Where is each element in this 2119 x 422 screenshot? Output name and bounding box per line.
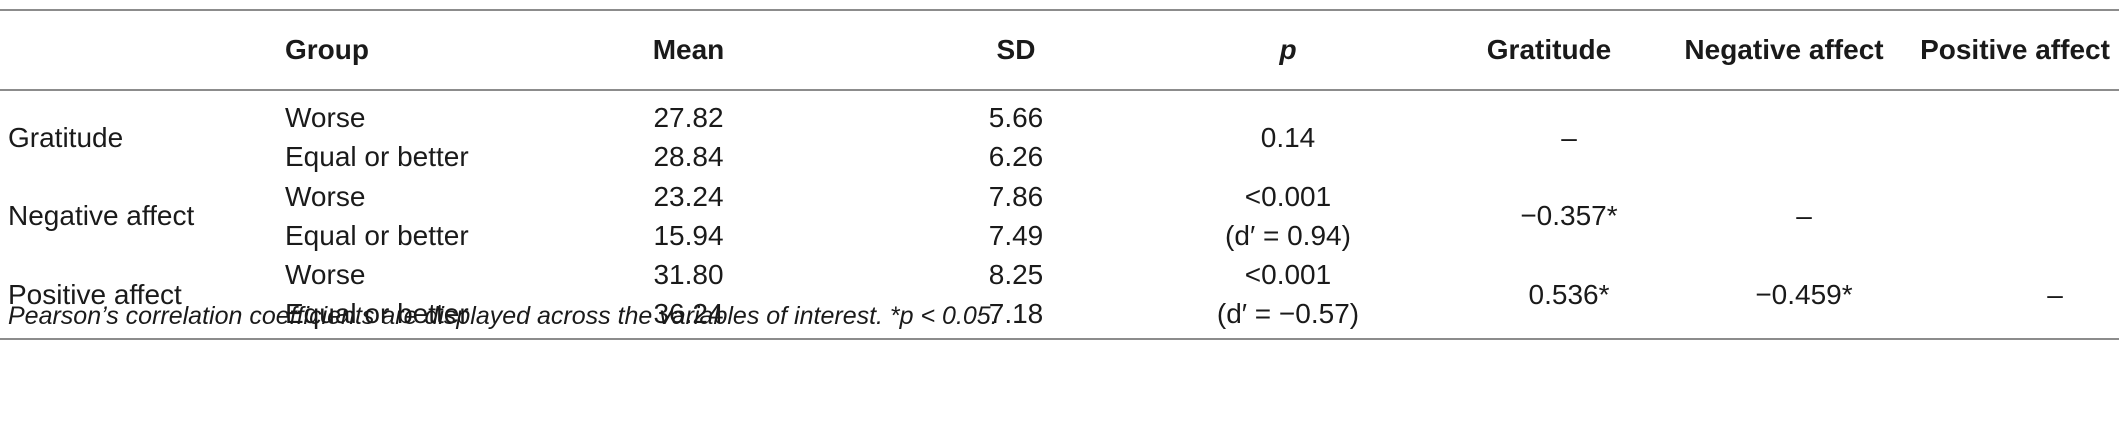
sd-cell: 7.86 7.49 (837, 176, 1135, 255)
p-value: <0.001 (1244, 180, 1332, 212)
effect-size: (d′ = −0.57) (1216, 298, 1360, 329)
header-negative-affect: Negative affect (1657, 9, 1911, 91)
gratitude-cell: – (1561, 121, 1577, 153)
p-cell: <0.001 (d′ = 0.94) (1135, 176, 1441, 255)
group-label: Worse (285, 259, 366, 290)
p-cell: 0.14 (1135, 90, 1441, 176)
group-cell: Worse Equal or better (282, 90, 610, 176)
p-value: <0.001 (1244, 259, 1332, 290)
sd-cell: 5.66 6.26 (837, 90, 1135, 176)
mean-cell: 23.24 15.94 (610, 176, 837, 255)
mean-value: 28.84 (653, 141, 724, 172)
variable-label: Negative affect (8, 200, 195, 231)
group-cell: Worse Equal or better (282, 176, 610, 255)
negative-affect-cell: −0.459* (1657, 255, 1911, 340)
mean-value: 36.24 (653, 298, 724, 329)
group-label: Equal or better (285, 141, 469, 172)
mean-value: 15.94 (653, 219, 724, 251)
sd-cell: 8.25 7.18 (837, 255, 1135, 340)
header-positive-affect: Positive affect (1911, 9, 2119, 91)
header-p: p (1135, 9, 1441, 91)
p-value: 0.14 (1260, 121, 1316, 153)
sd-value: 7.49 (988, 219, 1044, 251)
header-mean: Mean (610, 9, 837, 91)
header-gratitude: Gratitude (1441, 9, 1657, 91)
group-label: Worse (285, 180, 366, 212)
negative-affect-cell (1657, 90, 1911, 176)
sd-value: 8.25 (988, 259, 1044, 290)
table-row: Gratitude Worse Equal or better 27.82 28… (0, 90, 2119, 176)
sd-value: 6.26 (988, 141, 1044, 172)
header-group: Group (282, 9, 610, 91)
sd-value: 7.18 (988, 298, 1044, 329)
group-label: Equal or better (285, 219, 469, 251)
mean-cell: 27.82 28.84 (610, 90, 837, 176)
mean-value: 23.24 (653, 180, 724, 212)
table-footnote: Pearson’s correlation coefficients are d… (8, 302, 998, 330)
header-row: Group Mean SD p Gratitude Negative affec… (0, 9, 2119, 91)
header-variable (0, 9, 282, 91)
negative-affect-cell: – (1796, 200, 1812, 231)
sd-value: 7.86 (988, 180, 1044, 212)
positive-affect-cell (1911, 176, 2119, 255)
positive-affect-cell: – (1911, 255, 2119, 340)
effect-size: (d′ = 0.94) (1225, 219, 1351, 251)
variable-label: Gratitude (8, 121, 124, 153)
gratitude-cell: 0.536* (1441, 255, 1657, 340)
mean-value: 27.82 (653, 102, 724, 133)
results-table: Group Mean SD p Gratitude Negative affec… (0, 9, 2119, 340)
gratitude-cell: −0.357* (1520, 200, 1618, 231)
variable-label: Positive affect (0, 255, 282, 340)
group-label: Equal or better (285, 298, 469, 329)
sd-value: 5.66 (988, 102, 1044, 133)
mean-value: 31.80 (653, 259, 724, 290)
table-row: Negative affect Worse Equal or better 23… (0, 176, 2119, 255)
group-label: Worse (285, 102, 366, 133)
table-row: Positive affect Worse Equal or better 31… (0, 255, 2119, 340)
positive-affect-cell (1911, 90, 2119, 176)
p-cell: <0.001 (d′ = −0.57) (1135, 255, 1441, 340)
group-cell: Worse Equal or better (282, 255, 610, 340)
header-sd: SD (837, 9, 1135, 91)
mean-cell: 31.80 36.24 (610, 255, 837, 340)
